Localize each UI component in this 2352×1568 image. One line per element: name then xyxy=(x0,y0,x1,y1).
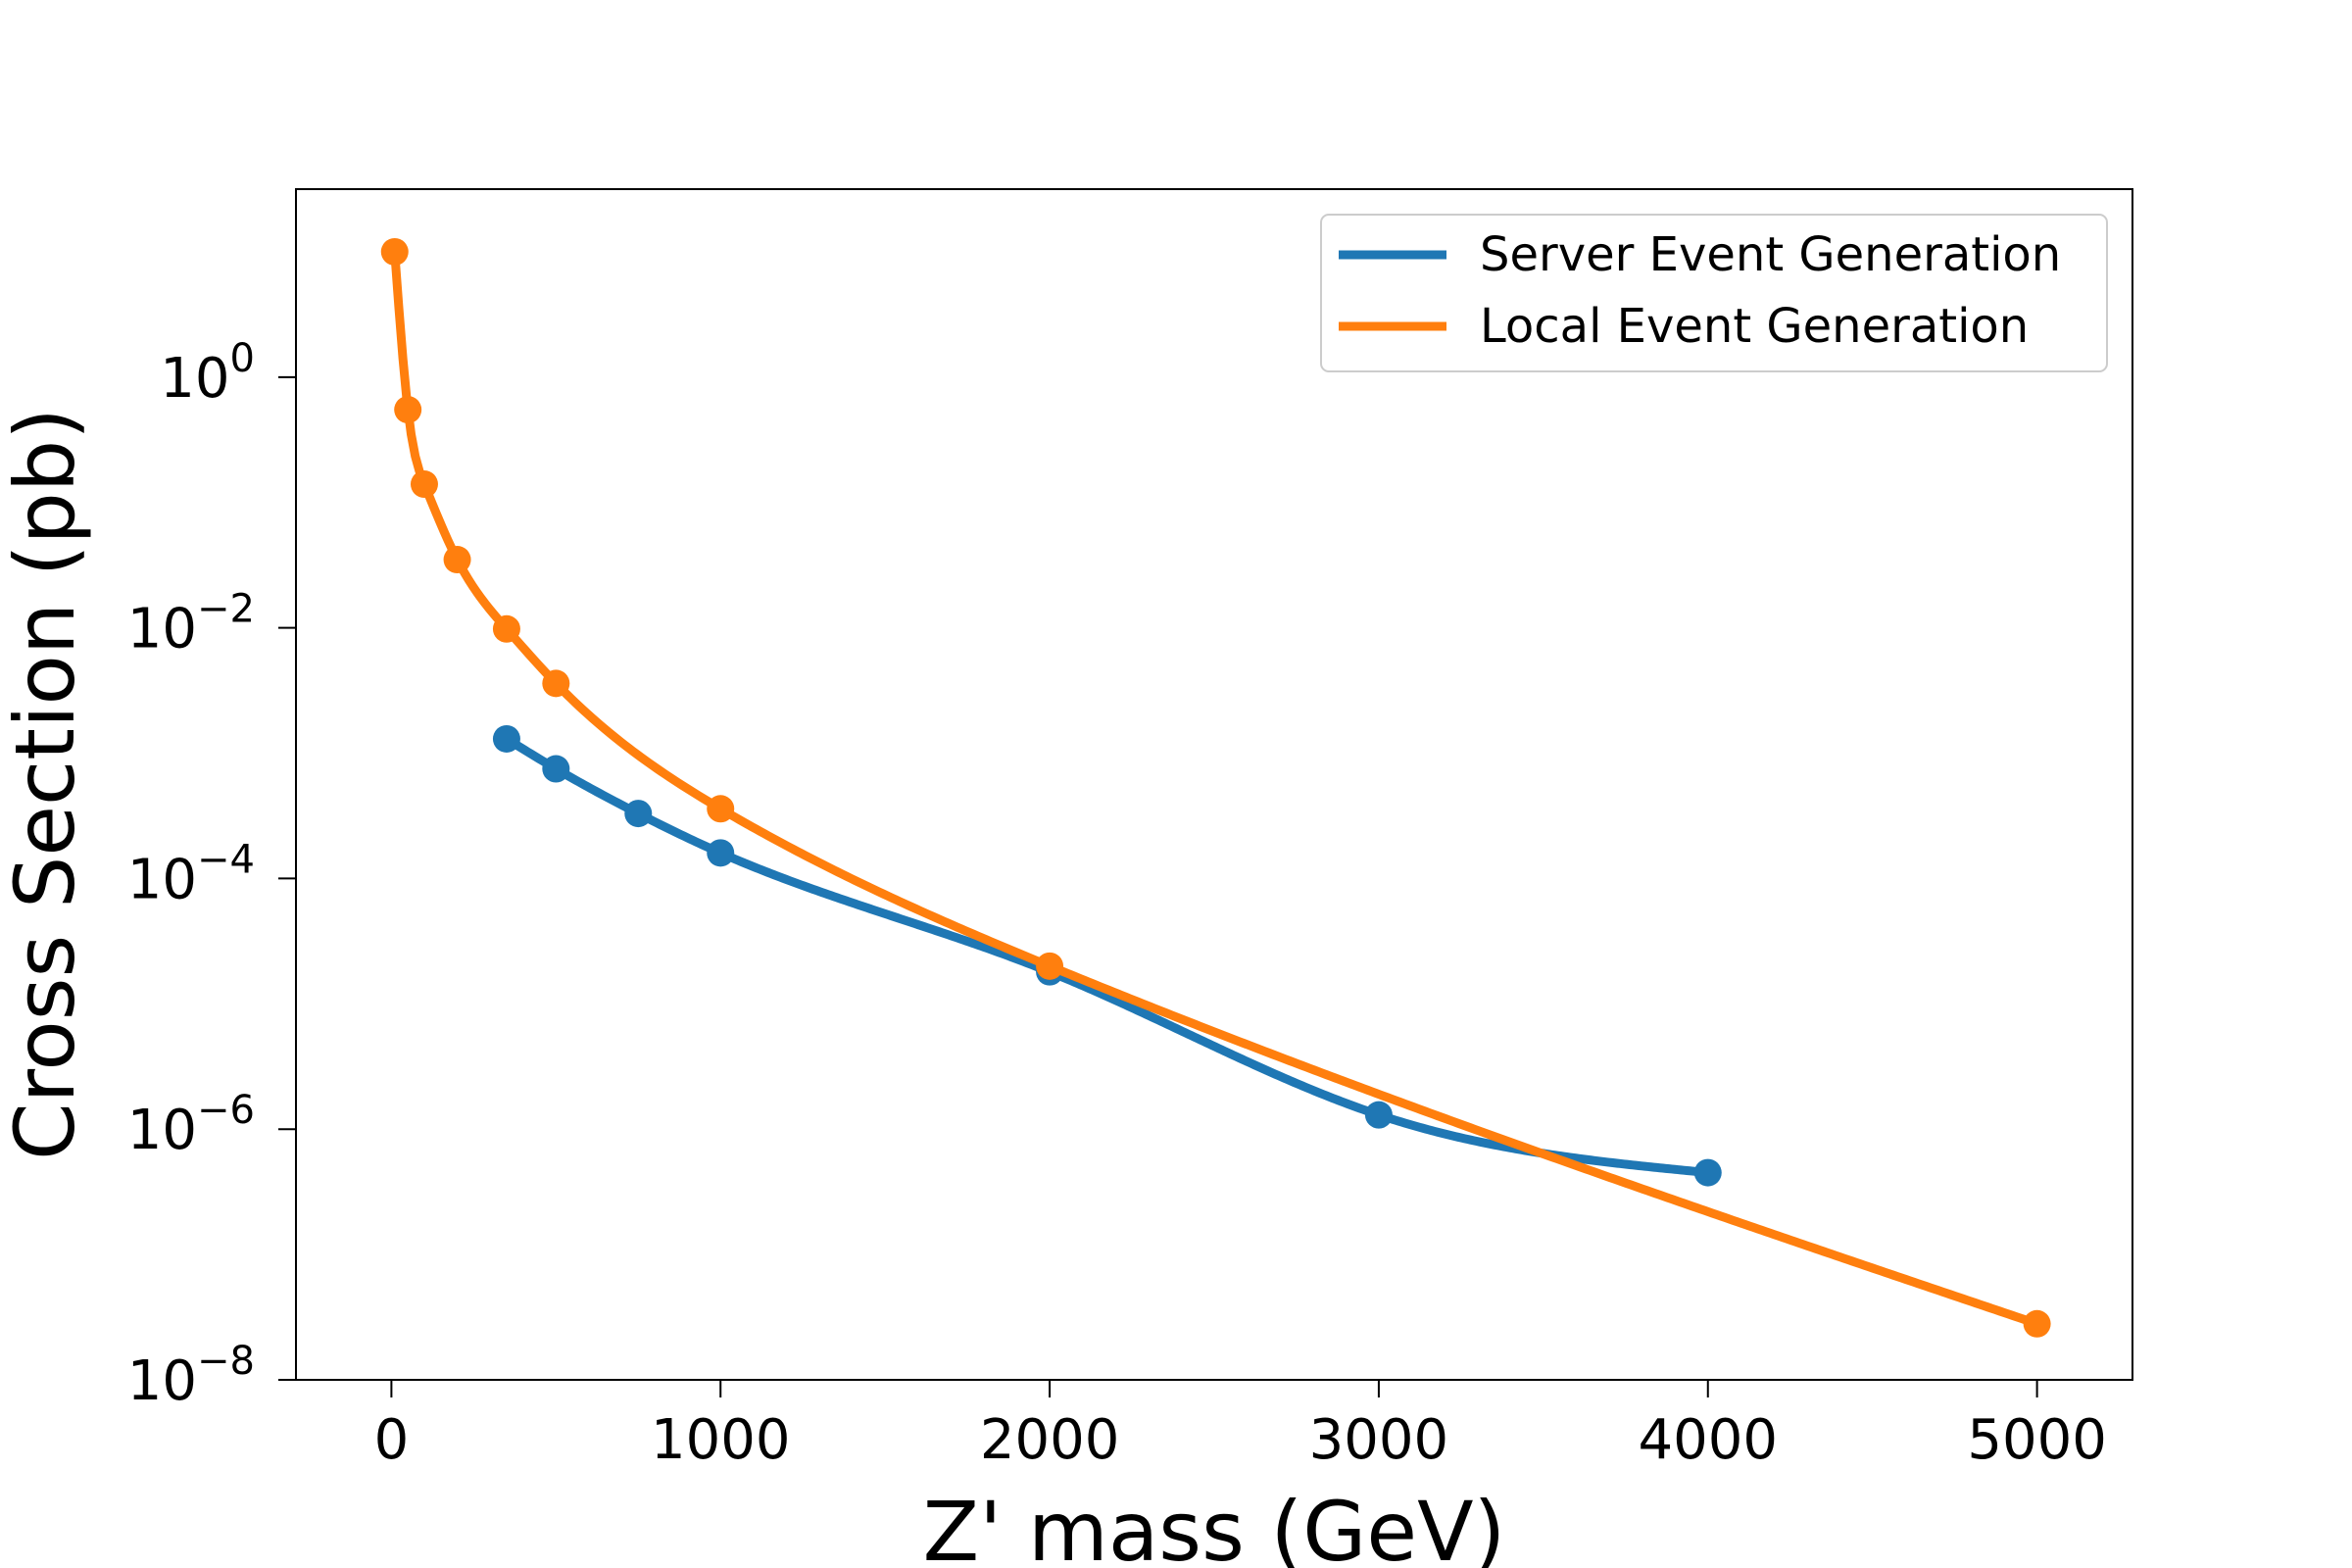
plot-frame xyxy=(295,188,2133,1381)
y-tick-exponent: −2 xyxy=(197,587,255,632)
legend-box xyxy=(1320,214,2108,372)
y-tick-exponent: −8 xyxy=(197,1339,255,1384)
y-tick-label: 10−6 xyxy=(127,1088,255,1162)
x-tick-label: 4000 xyxy=(1639,1408,1779,1472)
x-axis-ticks: 0 1000 2000 3000 4000 5000 xyxy=(374,1380,2107,1472)
y-tick-label: 100 xyxy=(160,336,255,411)
y-tick-label: 10−4 xyxy=(127,837,255,911)
x-axis-label: Z' mass (GeV) xyxy=(923,1484,1506,1568)
data-point xyxy=(1693,1158,1722,1187)
x-tick-label: 1000 xyxy=(651,1408,791,1472)
y-tick-exponent: −4 xyxy=(197,837,255,882)
data-point xyxy=(542,669,570,698)
data-point xyxy=(707,839,735,867)
x-tick-label: 5000 xyxy=(1967,1408,2107,1472)
data-point xyxy=(492,614,520,643)
y-tick-label: 10−8 xyxy=(127,1339,255,1413)
data-point xyxy=(707,795,735,823)
series-local xyxy=(380,237,2051,1338)
data-point xyxy=(624,800,653,828)
data-point xyxy=(394,396,422,424)
data-point xyxy=(2023,1309,2051,1338)
y-tick-base: 10 xyxy=(127,1099,197,1162)
y-tick-label: 10−2 xyxy=(127,587,255,662)
series-line xyxy=(502,734,1713,1178)
data-point xyxy=(542,755,570,783)
y-tick-base: 10 xyxy=(127,598,197,662)
series-layer xyxy=(380,237,2051,1338)
y-tick-base: 10 xyxy=(127,1349,197,1413)
x-tick-label: 0 xyxy=(374,1408,410,1472)
y-tick-exponent: 0 xyxy=(230,336,255,381)
y-tick-base: 10 xyxy=(160,347,229,411)
legend: Server Event Generation Local Event Gener… xyxy=(1320,214,2108,372)
legend-label: Local Event Generation xyxy=(1480,299,2029,354)
data-point xyxy=(410,470,438,499)
data-point xyxy=(492,724,520,753)
data-point xyxy=(1036,952,1064,980)
y-axis-label: Cross Section (pb) xyxy=(0,408,93,1160)
series-line xyxy=(390,247,2042,1329)
y-tick-base: 10 xyxy=(127,848,197,911)
data-point xyxy=(380,237,409,266)
x-tick-label: 2000 xyxy=(980,1408,1120,1472)
x-tick-label: 3000 xyxy=(1309,1408,1449,1472)
legend-label: Server Event Generation xyxy=(1480,227,2061,282)
data-point xyxy=(443,546,471,574)
y-tick-exponent: −6 xyxy=(197,1088,255,1133)
data-point xyxy=(1364,1101,1393,1129)
